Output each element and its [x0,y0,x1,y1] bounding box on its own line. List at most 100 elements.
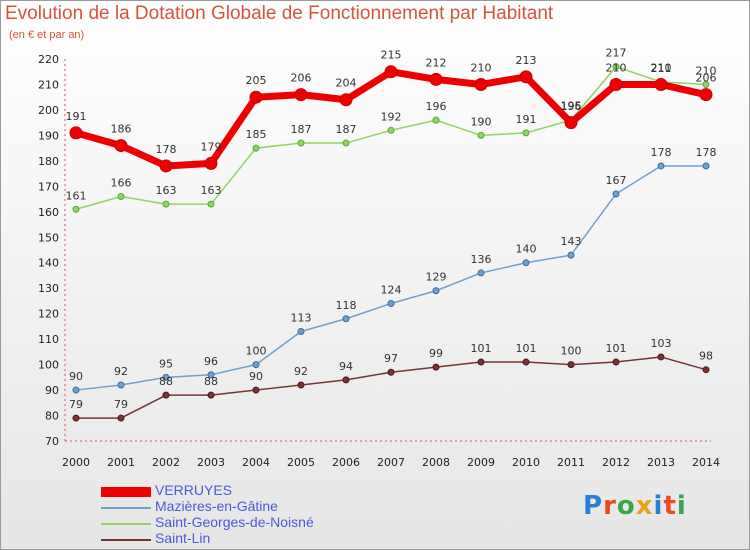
x-tick-label: 2009 [467,456,495,469]
data-point [609,77,623,91]
data-label: 101 [606,342,627,355]
y-tick-label: 200 [38,104,59,117]
y-tick-label: 100 [38,359,59,372]
data-point [522,358,530,366]
data-point [117,381,125,389]
y-tick-label: 150 [38,231,59,244]
x-tick-label: 2000 [62,456,90,469]
data-point [432,363,440,371]
data-label: 206 [291,72,312,85]
data-point [162,200,170,208]
chart-title: Evolution de la Dotation Globale de Fonc… [5,3,554,24]
data-label: 187 [291,123,312,136]
x-tick-label: 2013 [647,456,675,469]
x-tick-label: 2001 [107,456,135,469]
data-point [702,80,710,88]
data-point [162,373,170,381]
data-point [567,361,575,369]
data-label: 100 [246,345,267,358]
data-point [384,65,398,79]
data-label: 190 [471,115,492,128]
data-label: 88 [204,375,218,388]
data-label: 92 [114,365,128,378]
data-point [612,358,620,366]
data-point [297,327,305,335]
data-point [564,116,578,130]
data-label: 167 [606,174,627,187]
data-point [522,129,530,137]
data-point [657,162,665,170]
data-point [72,205,80,213]
data-label: 185 [246,128,267,141]
legend-label: Saint-Georges-de-Noisné [155,514,314,530]
data-label: 88 [159,375,173,388]
data-label: 161 [66,189,87,202]
legend-label: VERRUYES [155,482,233,498]
y-tick-label: 220 [38,53,59,66]
data-label: 178 [696,146,717,159]
data-point [159,159,173,173]
x-tick-label: 2008 [422,456,450,469]
y-tick-label: 190 [38,129,59,142]
data-label: 136 [471,253,492,266]
data-point [429,72,443,86]
x-tick-label: 2005 [287,456,315,469]
data-point [702,366,710,374]
data-point [117,414,125,422]
y-tick-label: 210 [38,78,59,91]
data-label: 191 [516,113,537,126]
data-label: 178 [156,143,177,156]
data-point [72,386,80,394]
data-label: 92 [294,365,308,378]
data-point [114,139,128,153]
data-point [252,361,260,369]
data-label: 90 [249,370,263,383]
data-label: 210 [606,61,627,74]
data-label: 195 [561,100,582,113]
data-point [204,156,218,170]
data-point [72,414,80,422]
y-tick-label: 110 [38,333,59,346]
data-label: 140 [516,243,537,256]
data-label: 124 [381,283,402,296]
data-label: 210 [696,64,717,77]
y-tick-label: 140 [38,257,59,270]
legend-label: Saint-Lin [155,530,211,546]
x-tick-label: 2014 [692,456,720,469]
data-label: 211 [651,62,672,75]
data-point [297,381,305,389]
data-point [387,126,395,134]
legend-swatch [101,487,151,497]
data-point [342,315,350,323]
data-label: 103 [651,337,672,350]
data-label: 163 [201,184,222,197]
data-point [207,200,215,208]
x-tick-label: 2012 [602,456,630,469]
data-point [387,368,395,376]
legend-swatch [101,507,151,509]
data-point [117,193,125,201]
data-label: 186 [111,123,132,136]
data-point [387,299,395,307]
y-tick-label: 170 [38,180,59,193]
data-label: 166 [111,177,132,190]
data-point [294,88,308,102]
proxiti-logo: Proxiti [583,491,687,521]
data-label: 98 [699,350,713,363]
data-label: 204 [336,77,357,90]
data-point [654,77,668,91]
data-point [519,70,533,84]
data-label: 212 [426,56,447,69]
data-point [699,88,713,102]
data-point [252,386,260,394]
data-point [207,391,215,399]
y-tick-label: 180 [38,155,59,168]
data-label: 113 [291,311,312,324]
data-label: 196 [561,100,582,113]
y-tick-label: 120 [38,308,59,321]
data-label: 101 [471,342,492,355]
data-point [432,287,440,295]
data-label: 187 [336,123,357,136]
data-label: 129 [426,271,447,284]
